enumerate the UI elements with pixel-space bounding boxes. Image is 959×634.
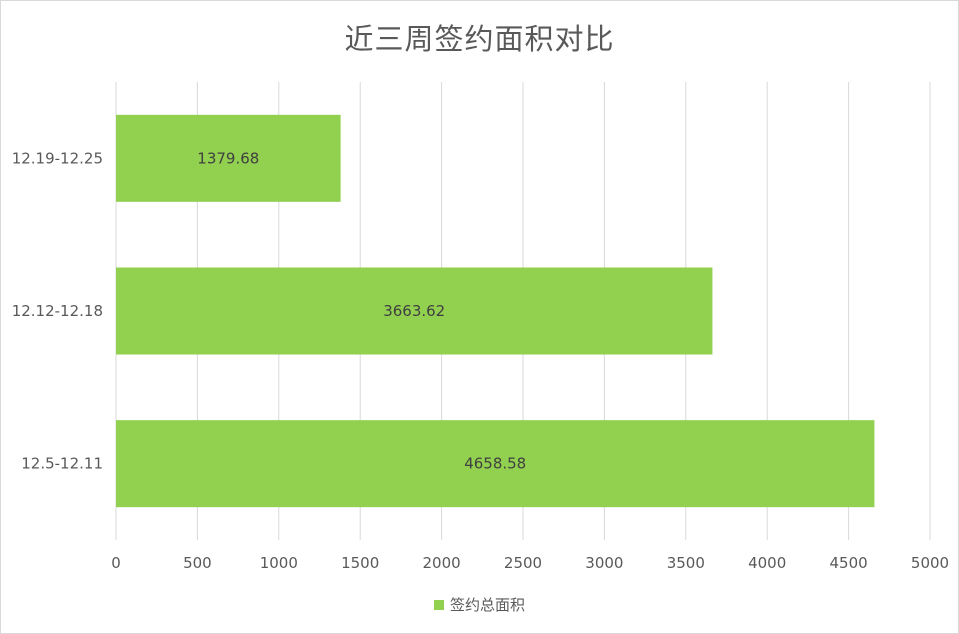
x-tick-label: 1000 <box>260 554 298 572</box>
legend-swatch <box>433 599 444 610</box>
x-tick-label: 5000 <box>911 554 949 572</box>
x-tick-label: 4500 <box>830 554 868 572</box>
x-tick-label: 3500 <box>667 554 705 572</box>
x-tick-label: 3000 <box>585 554 623 572</box>
legend: 签约总面积 <box>0 594 959 615</box>
chart-title: 近三周签约面积对比 <box>344 22 615 56</box>
x-tick-label: 1500 <box>341 554 379 572</box>
category-label: 12.5-12.11 <box>21 455 103 473</box>
x-tick-label: 4000 <box>748 554 786 572</box>
category-label: 12.12-12.18 <box>12 302 103 320</box>
data-label: 4658.58 <box>464 455 526 473</box>
x-tick-label: 2500 <box>504 554 542 572</box>
category-label: 12.19-12.25 <box>12 149 103 167</box>
x-tick-label: 500 <box>183 554 212 572</box>
bar <box>116 420 875 508</box>
data-label: 3663.62 <box>383 302 445 320</box>
data-label: 1379.68 <box>197 149 259 167</box>
x-tick-label: 2000 <box>423 554 461 572</box>
bar <box>116 114 341 202</box>
x-tick-label: 0 <box>111 554 121 572</box>
legend-label: 签约总面积 <box>449 596 525 614</box>
bar <box>116 267 713 355</box>
